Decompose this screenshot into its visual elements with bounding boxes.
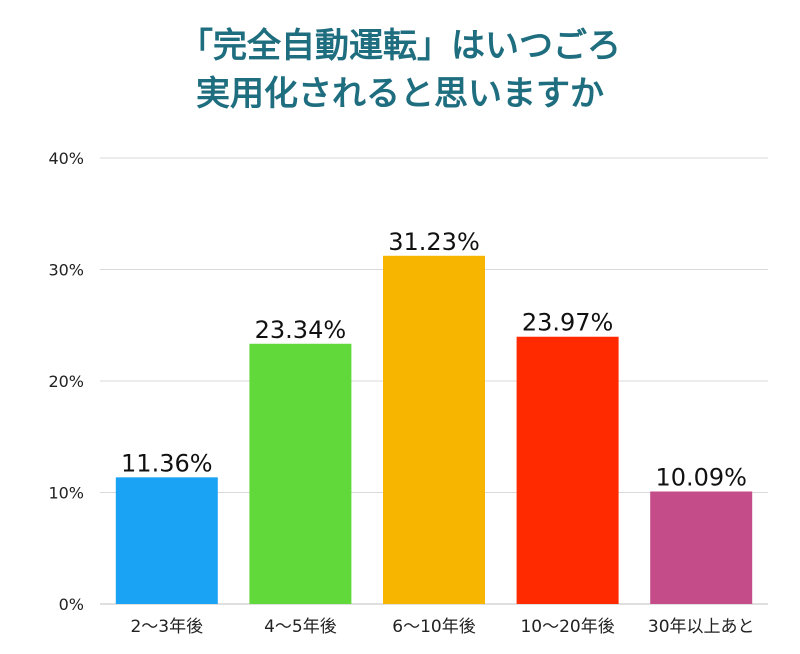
x-tick-label: 6〜10年後 bbox=[392, 617, 475, 637]
bar bbox=[249, 343, 352, 604]
x-tick-label: 30年以上あと bbox=[648, 617, 755, 637]
bar bbox=[383, 255, 485, 604]
data-label: 10.09% bbox=[655, 463, 747, 491]
y-tick-label: 10% bbox=[48, 484, 84, 503]
x-tick-label: 2〜3年後 bbox=[130, 617, 203, 637]
chart-title: 「完全自動運転」はいつごろ 実用化されると思いますか bbox=[0, 22, 800, 118]
labels-layer: 0% 10% 20% 30% 40% 11.36% 2〜3年後 23.34% 4〜5年後 31.2… bbox=[48, 149, 754, 637]
x-tick-label: 10〜20年後 bbox=[520, 617, 614, 637]
y-tick-label: 20% bbox=[48, 372, 84, 391]
y-tick-label: 40% bbox=[48, 149, 84, 168]
data-label: 11.36% bbox=[121, 449, 213, 477]
y-tick-label: 0% bbox=[59, 595, 84, 614]
data-label: 23.97% bbox=[522, 309, 614, 337]
bar bbox=[516, 336, 619, 604]
y-tick-label: 30% bbox=[48, 261, 84, 280]
chart-title-line-1: 「完全自動運転」はいつごろ bbox=[179, 26, 621, 66]
x-tick-label: 4〜5年後 bbox=[264, 617, 337, 637]
bars-layer bbox=[115, 255, 753, 604]
chart-title-line-2: 実用化されると思いますか bbox=[196, 74, 604, 114]
data-label: 23.34% bbox=[255, 316, 347, 344]
bar bbox=[650, 491, 753, 604]
bar bbox=[115, 477, 218, 604]
data-label: 31.23% bbox=[388, 228, 480, 256]
